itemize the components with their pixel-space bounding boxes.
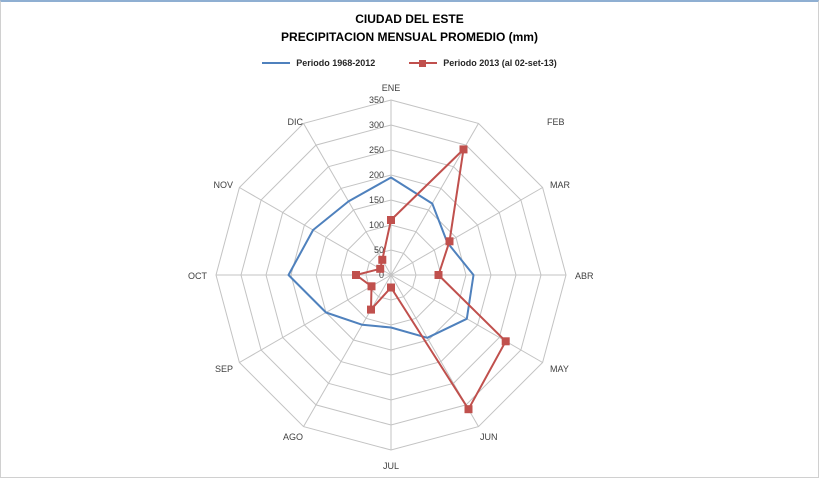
radial-tick-label: 100 [369,220,384,230]
category-label-nov: NOV [213,180,233,190]
category-label-jul: JUL [383,461,399,471]
legend-item-periodo-1968-2012: Periodo 1968-2012 [262,58,375,68]
radial-tick-label: 50 [374,245,384,255]
axis-spoke [303,123,392,276]
category-label-feb: FEB [547,117,565,127]
radial-tick-label: 200 [369,170,384,180]
category-label-ago: AGO [283,432,303,442]
data-point-marker [376,264,385,273]
legend-item-periodo-2013: Periodo 2013 (al 02-set-13) [409,58,557,68]
data-point-marker [352,271,360,279]
chart-title-line2: PRECIPITACION MENSUAL PROMEDIO (mm) [281,30,538,44]
data-point-marker [459,145,468,154]
radial-tick-label: 250 [369,145,384,155]
data-point-marker [464,405,473,414]
axis-spoke [239,274,392,363]
category-label-dic: DIC [288,117,304,127]
data-point-marker [367,282,376,291]
axis-spoke [390,187,543,276]
data-point-marker [501,337,510,346]
radial-tick-label: 0 [379,270,384,280]
data-point-marker [445,237,454,246]
axis-spoke [303,274,392,427]
category-label-mar: MAR [550,180,571,190]
square-marker-icon [419,59,427,67]
chart-title: CIUDAD DEL ESTE PRECIPITACION MENSUAL PR… [1,10,818,46]
legend: Periodo 1968-2012 Periodo 2013 (al 02-se… [1,58,818,68]
data-point-marker [378,255,387,264]
category-label-may: MAY [550,364,569,374]
category-label-abr: ABR [575,271,594,281]
data-point-marker [387,216,395,224]
data-point-marker [367,305,375,314]
radial-tick-label: 350 [369,95,384,105]
legend-label: Periodo 1968-2012 [296,58,376,68]
radial-tick-label: 150 [369,195,384,205]
data-point-marker [387,283,395,292]
radial-tick-label: 300 [369,120,384,130]
category-label-sep: SEP [215,364,233,374]
data-point-marker [434,271,443,279]
axis-spoke [239,187,392,276]
category-label-ene: ENE [382,83,401,93]
legend-line-icon [262,62,291,64]
category-label-jun: JUN [480,432,498,442]
legend-label: Periodo 2013 (al 02-set-13) [443,58,557,68]
legend-line-square-icon [409,59,438,67]
category-label-oct: OCT [188,271,208,281]
chart-title-line1: CIUDAD DEL ESTE [355,12,464,26]
